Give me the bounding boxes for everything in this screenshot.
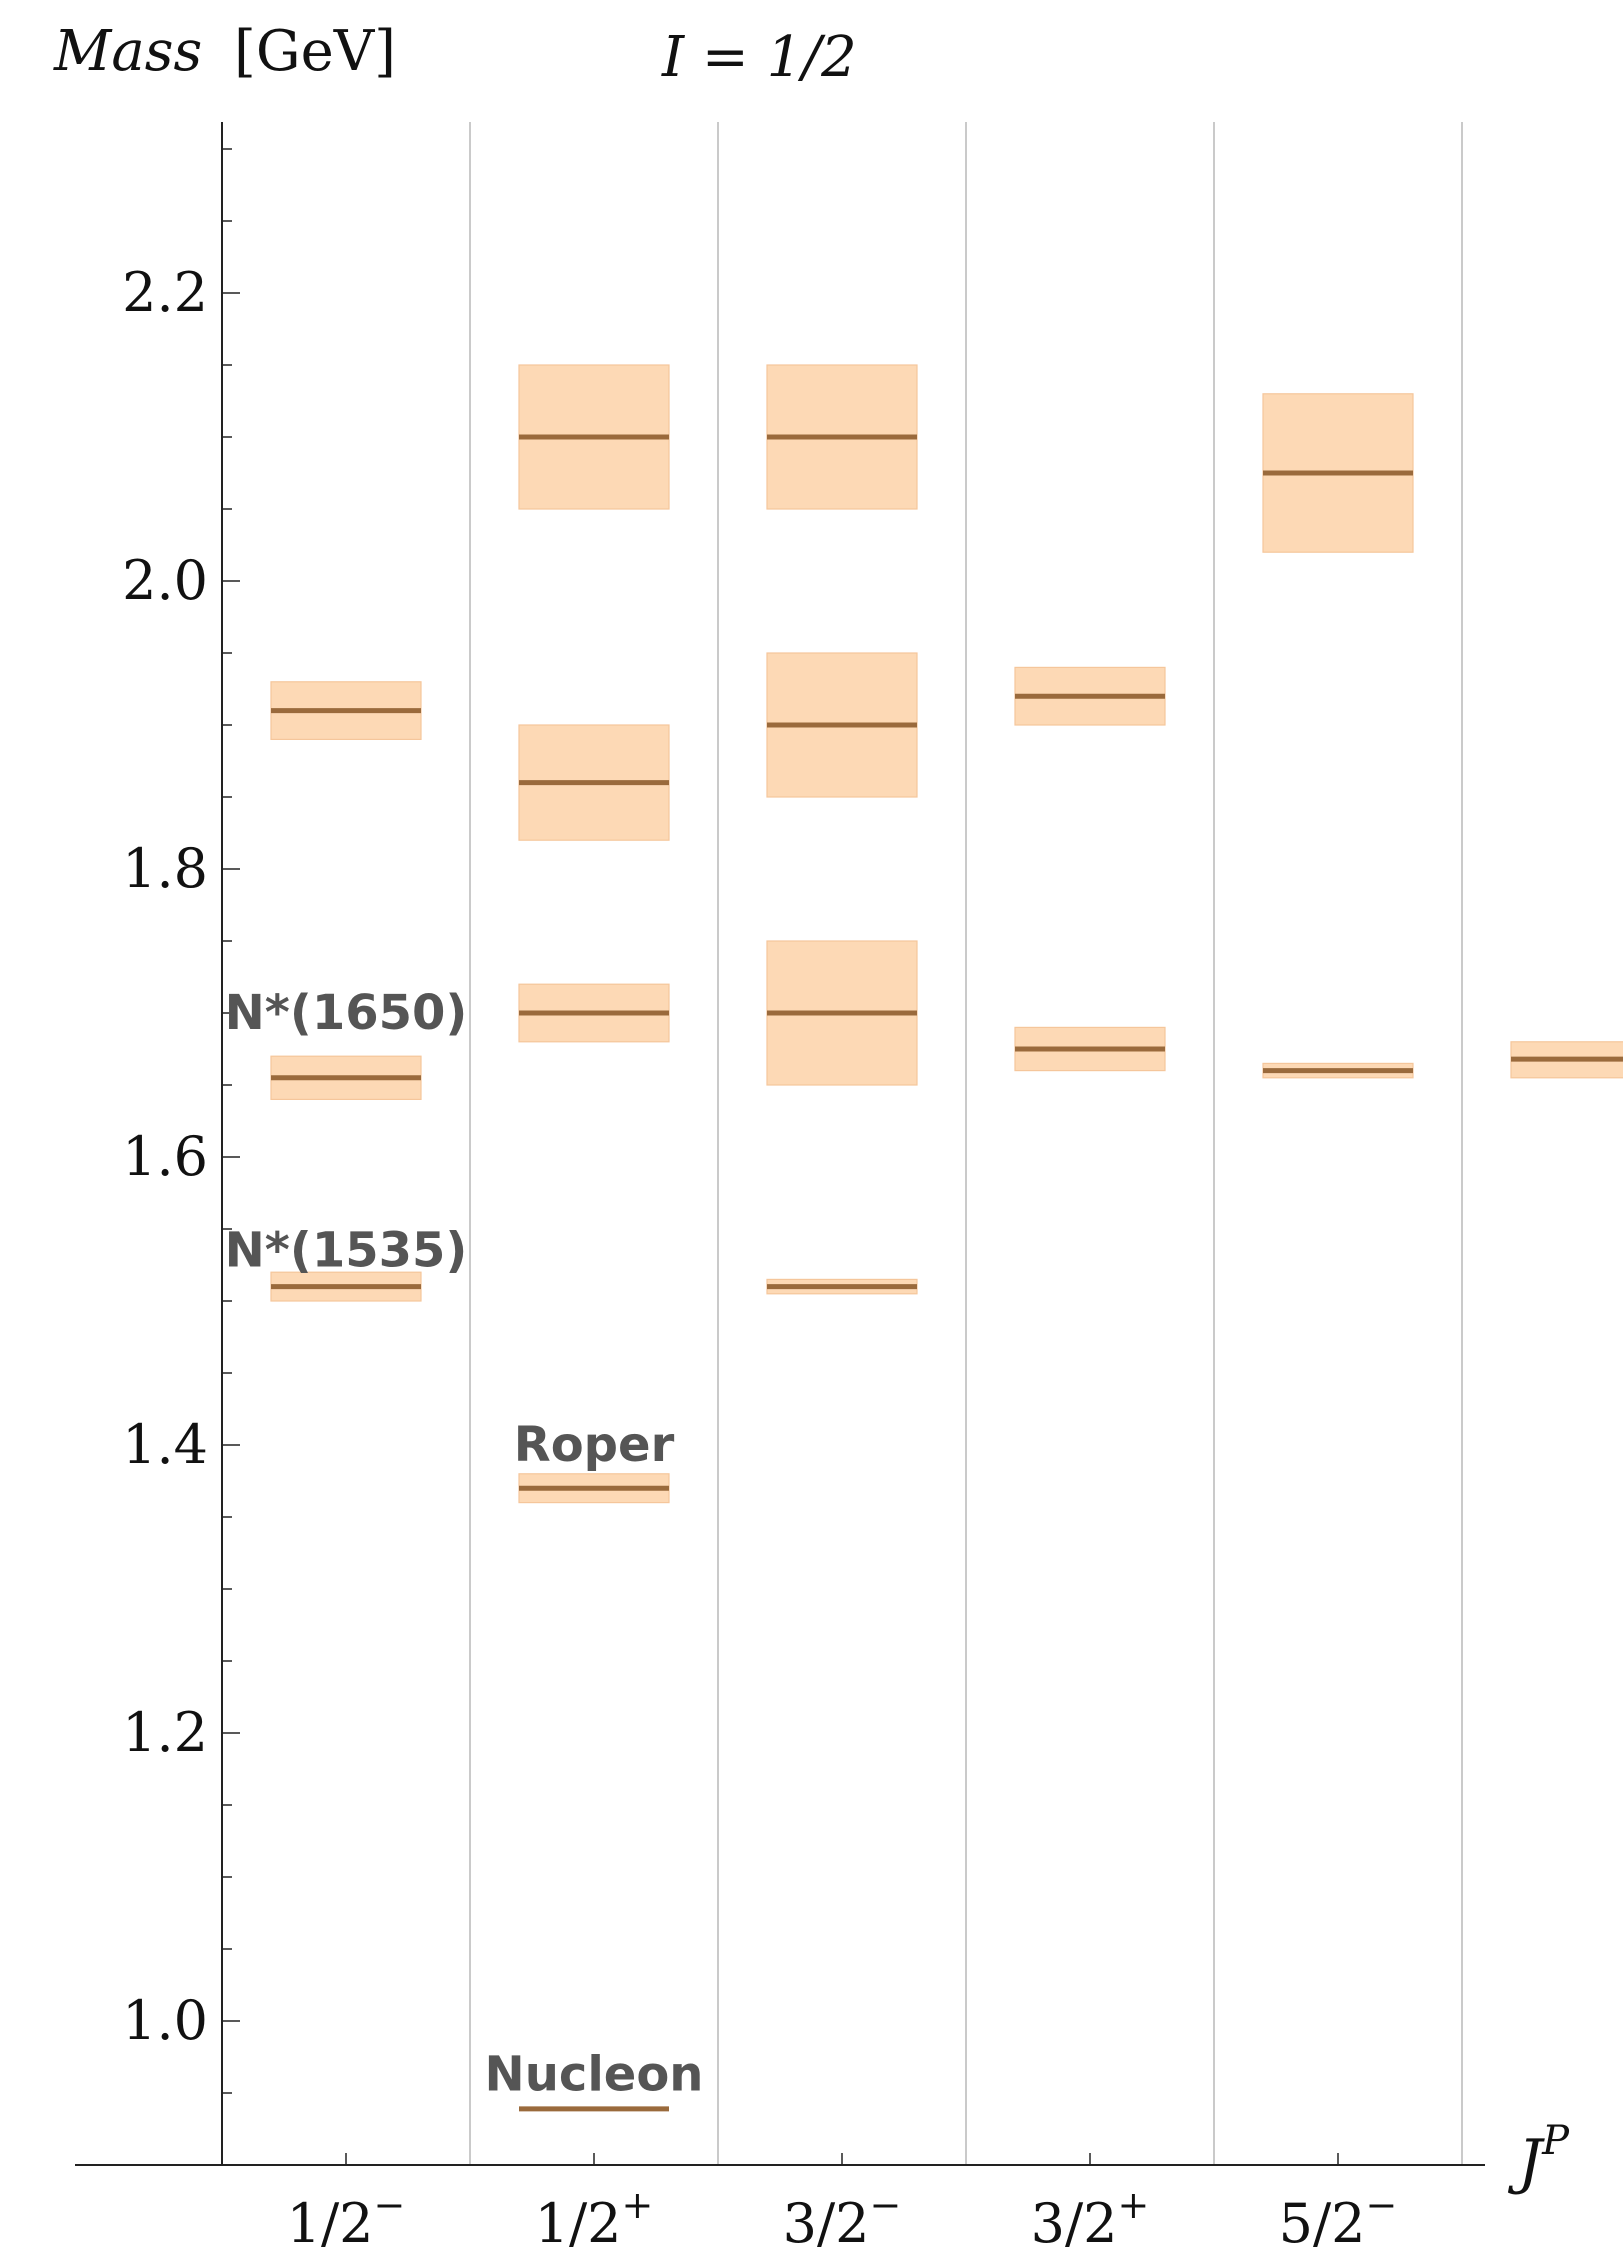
x-axis-title-symbol: J bbox=[1507, 2127, 1545, 2197]
y-axis-title: Mass [GeV] bbox=[53, 19, 396, 84]
x-tick-label: 1/2+ bbox=[535, 2183, 654, 2255]
state-annotation: N*(1535) bbox=[225, 1223, 468, 1279]
y-tick-label: 1.0 bbox=[122, 1989, 208, 2052]
state-annotation: Nucleon bbox=[485, 2046, 704, 2102]
x-axis-ticks: 1/2− 1/2+ 3/2− 3/2+ 5/2− bbox=[287, 2153, 1398, 2255]
x-tick-label-fraction: 5/2 bbox=[1279, 2192, 1366, 2255]
x-tick-label: 1/2− bbox=[287, 2183, 406, 2255]
x-axis-title-superscript: P bbox=[1541, 2118, 1570, 2164]
chart-title: I = 1/2 bbox=[661, 25, 857, 90]
x-tick-label: 3/2+ bbox=[1031, 2183, 1150, 2255]
y-tick-label: 1.4 bbox=[122, 1413, 208, 1476]
x-tick-label-fraction: 1/2 bbox=[535, 2192, 622, 2255]
x-tick-label-parity: + bbox=[622, 2183, 654, 2227]
state-annotation: Roper bbox=[514, 1417, 675, 1473]
x-tick-label-fraction: 3/2 bbox=[783, 2192, 870, 2255]
x-tick-label-fraction: 3/2 bbox=[1031, 2192, 1118, 2255]
y-tick-label: 1.6 bbox=[122, 1125, 208, 1188]
column-dividers bbox=[469, 122, 1463, 2165]
x-tick-label: 5/2− bbox=[1279, 2183, 1398, 2255]
y-axis-title-unit: [GeV] bbox=[234, 19, 396, 84]
y-axis-ticks: 1.0 1.2 1.4 1.6 1.8 2.0 2.2 bbox=[122, 148, 240, 2166]
x-tick-label-parity: + bbox=[1118, 2183, 1150, 2227]
y-tick-label: 2.0 bbox=[122, 549, 208, 612]
y-tick-label: 1.8 bbox=[122, 837, 208, 900]
x-axis-title: JP bbox=[1507, 2118, 1570, 2197]
uncertainty-bands bbox=[270, 364, 1623, 1504]
x-tick-label-fraction: 1/2 bbox=[287, 2192, 374, 2255]
mass-level-lines bbox=[271, 434, 1623, 2112]
axes bbox=[75, 122, 1485, 2166]
x-tick-label-parity: − bbox=[374, 2183, 406, 2227]
x-tick-label-parity: − bbox=[1366, 2183, 1398, 2227]
y-tick-label: 1.2 bbox=[122, 1701, 208, 1764]
x-tick-label: 3/2− bbox=[783, 2183, 902, 2255]
state-annotations: N*(1650) N*(1535) Roper Nucleon bbox=[225, 985, 704, 2102]
y-axis-title-quantity: Mass bbox=[53, 19, 202, 84]
state-annotation: N*(1650) bbox=[225, 985, 468, 1041]
x-tick-label-parity: − bbox=[870, 2183, 902, 2227]
y-tick-label: 2.2 bbox=[122, 261, 208, 324]
